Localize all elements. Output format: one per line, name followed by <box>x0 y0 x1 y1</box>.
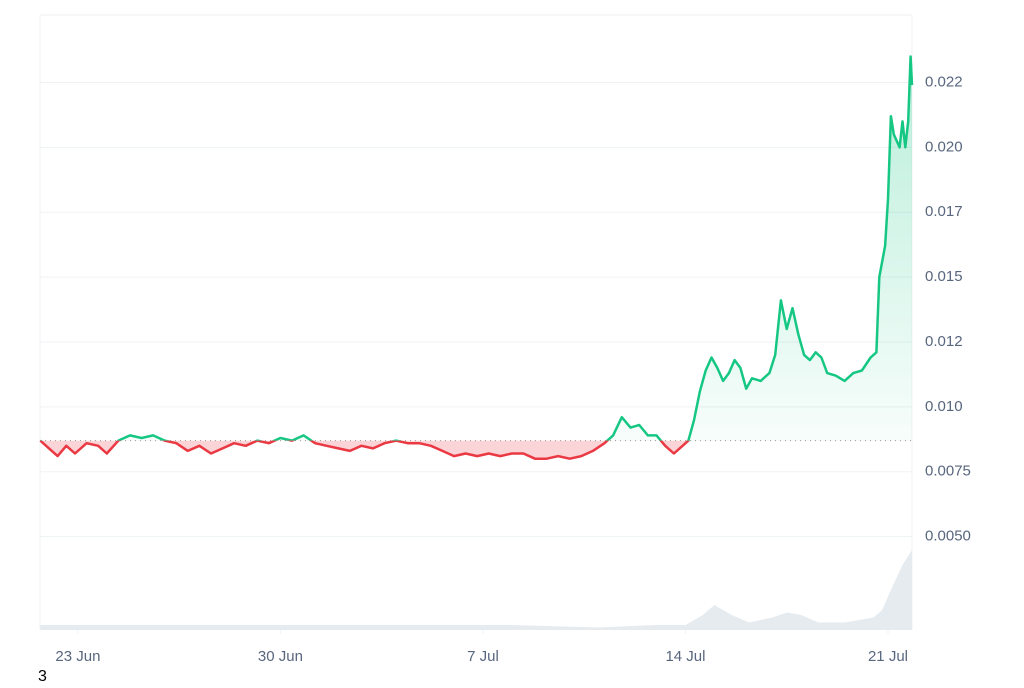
y-tick-label: 0.012 <box>925 333 963 350</box>
y-tick-label: 0.015 <box>925 268 963 285</box>
price-line-down <box>39 440 690 460</box>
x-tick-label: 23 Jun <box>55 648 100 665</box>
x-tick-label: 21 Jul <box>868 648 908 665</box>
price-line-up <box>40 55 914 441</box>
y-tick-label: 0.017 <box>925 203 963 220</box>
y-tick-label: 0.022 <box>925 73 963 90</box>
x-tick-label: 14 Jul <box>665 648 705 665</box>
area-up <box>118 56 912 441</box>
y-tick-label: 0.020 <box>925 138 963 155</box>
x-tick-label: 7 Jul <box>467 648 499 665</box>
volume-area <box>40 550 913 630</box>
y-tick-label: 0.0050 <box>925 528 971 545</box>
y-tick-label: 0.0075 <box>925 463 971 480</box>
y-tick-label: 0.010 <box>925 398 963 415</box>
footnote: 3 <box>38 668 47 683</box>
area-down <box>40 440 912 459</box>
x-tick-label: 30 Jun <box>258 648 303 665</box>
